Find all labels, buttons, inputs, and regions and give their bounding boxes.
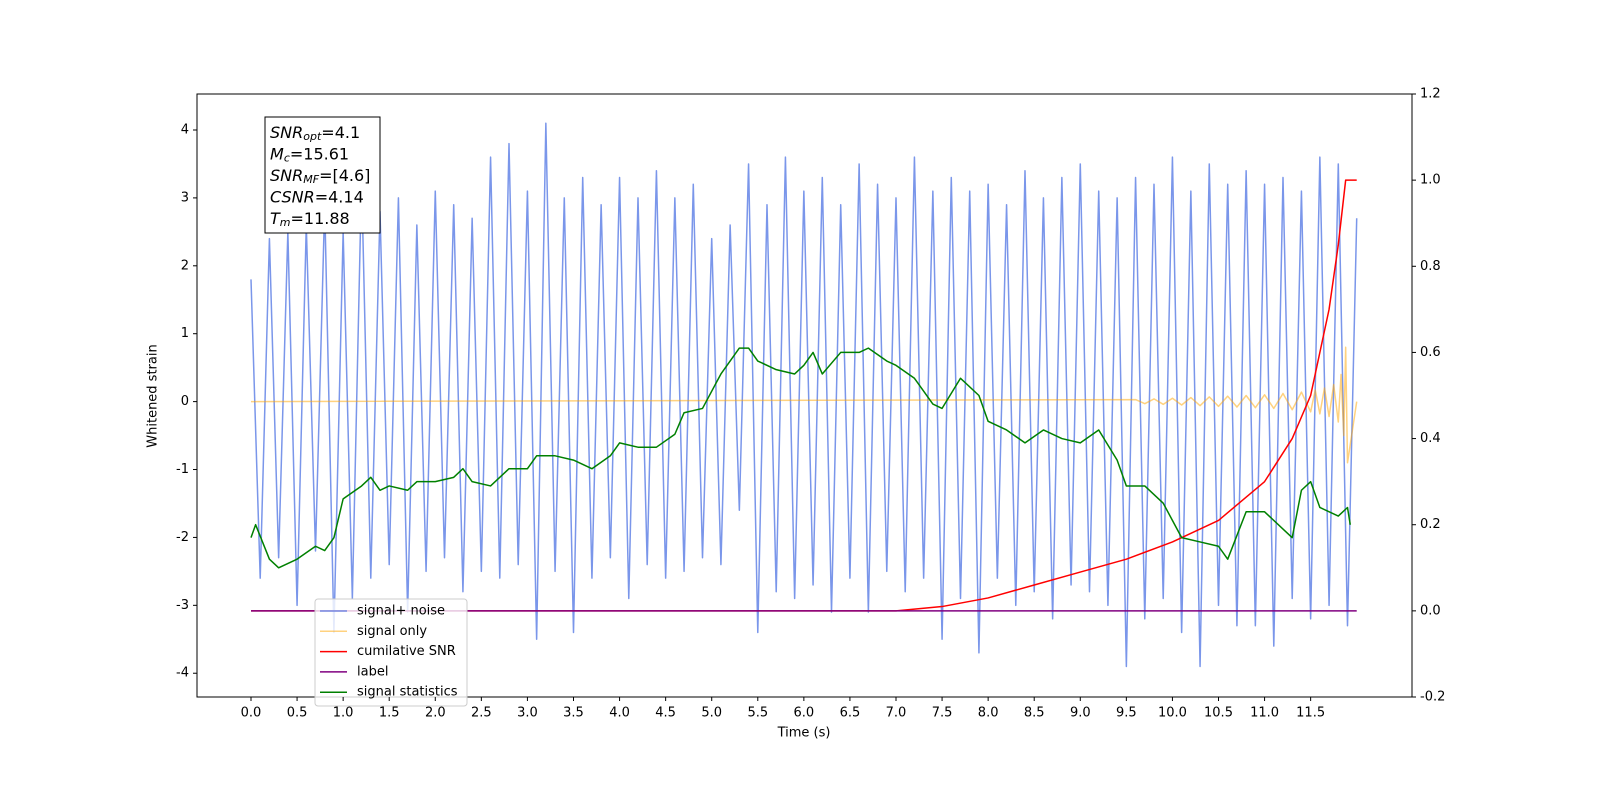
x-tick-label: 9.0 <box>1070 706 1091 721</box>
legend-label: cumilative SNR <box>357 644 456 659</box>
legend-label: signal+ noise <box>357 604 445 619</box>
y-tick-label: -2 <box>176 530 189 545</box>
annotation-text: Mc=15.61 <box>270 144 349 165</box>
x-tick-label: 0.5 <box>287 706 308 721</box>
y-tick-label: -1 <box>176 462 189 477</box>
annotation-text: SNRMF=[4.6] <box>270 166 370 187</box>
y-tick-label: 2 <box>181 258 189 273</box>
annotation-subscript: MF <box>303 173 319 186</box>
legend-box <box>314 598 468 707</box>
y-tick-label: 3 <box>181 190 189 205</box>
annotation-text: CSNR=4.14 <box>270 187 364 206</box>
y-axis-label: Whitened strain <box>146 344 161 447</box>
x-tick-label: 11.5 <box>1296 706 1325 721</box>
x-tick-label: 11.0 <box>1250 706 1279 721</box>
y2-tick-label: 0.2 <box>1420 517 1441 532</box>
annotation-text: SNRopt=4.1 <box>270 123 360 144</box>
legend-label: signal only <box>357 624 427 639</box>
series-line <box>250 122 1358 668</box>
x-tick-label: 2.0 <box>425 706 446 721</box>
x-tick-label: 4.0 <box>609 706 630 721</box>
axes-frame <box>196 93 1413 698</box>
annotation-name: SNR <box>270 123 303 142</box>
annotation-name: SNR <box>270 166 303 185</box>
legend-label: signal statistics <box>357 685 458 700</box>
annotation-name: T <box>270 209 281 228</box>
x-tick-label: 10.0 <box>1158 706 1187 721</box>
x-tick-label: 1.5 <box>379 706 400 721</box>
y2-tick-label: 0.6 <box>1420 345 1441 360</box>
annotation-value: =11.88 <box>291 209 350 228</box>
y-tick-label: 1 <box>181 326 189 341</box>
annotations: SNRopt=4.1Mc=15.61SNRMF=[4.6]CSNR=4.14Tm… <box>270 123 370 230</box>
y2-tick-label: 1.2 <box>1420 87 1441 102</box>
x-tick-label: 1.0 <box>333 706 354 721</box>
y-tick-label: 0 <box>181 394 189 409</box>
annotation-name: CSNR <box>270 187 315 206</box>
y2-tick-label: -0.2 <box>1420 690 1445 705</box>
annotation-value: =[4.6] <box>319 166 370 185</box>
x-tick-label: 3.5 <box>563 706 584 721</box>
annotation-subscript: opt <box>303 130 322 143</box>
series-line <box>251 179 1357 612</box>
y-tick-label: 4 <box>181 122 189 137</box>
legend: signal+ noise signal only cumilative SNR la… <box>320 604 458 700</box>
series-line <box>250 346 1358 464</box>
y2-tick-label: 0.0 <box>1420 603 1441 618</box>
annotation-subscript: c <box>284 152 290 165</box>
y2-tick-label: 0.8 <box>1420 259 1441 274</box>
x-tick-label: 9.5 <box>1116 706 1137 721</box>
y-tick-label: -3 <box>176 598 189 613</box>
y-tick-label: -4 <box>176 666 189 681</box>
x-tick-label: 0.0 <box>241 706 262 721</box>
annotation-text: Tm=11.88 <box>270 209 350 230</box>
annotation-value: =4.14 <box>315 187 364 206</box>
series-line <box>250 347 1352 569</box>
x-tick-label: 7.0 <box>886 706 907 721</box>
x-tick-label: 8.0 <box>978 706 999 721</box>
x-tick-label: 5.0 <box>701 706 722 721</box>
x-tick-label: 6.0 <box>794 706 815 721</box>
y2-tick-label: 0.4 <box>1420 431 1441 446</box>
legend-label: label <box>357 664 388 679</box>
annotation-name: M <box>270 144 284 163</box>
annotation-value: =4.1 <box>321 123 360 142</box>
x-tick-label: 6.5 <box>840 706 861 721</box>
x-tick-label: 4.5 <box>655 706 676 721</box>
x-tick-label: 2.5 <box>471 706 492 721</box>
annotation-subscript: m <box>280 216 291 229</box>
x-tick-label: 8.5 <box>1024 706 1045 721</box>
x-tick-label: 3.0 <box>517 706 538 721</box>
x-axis-label: Time (s) <box>777 726 831 741</box>
y2-tick-label: 1.0 <box>1420 173 1441 188</box>
x-tick-label: 5.5 <box>747 706 768 721</box>
annotation-value: =15.61 <box>290 144 349 163</box>
x-tick-label: 10.5 <box>1204 706 1233 721</box>
annotation-box <box>264 116 381 234</box>
x-tick-label: 7.5 <box>932 706 953 721</box>
